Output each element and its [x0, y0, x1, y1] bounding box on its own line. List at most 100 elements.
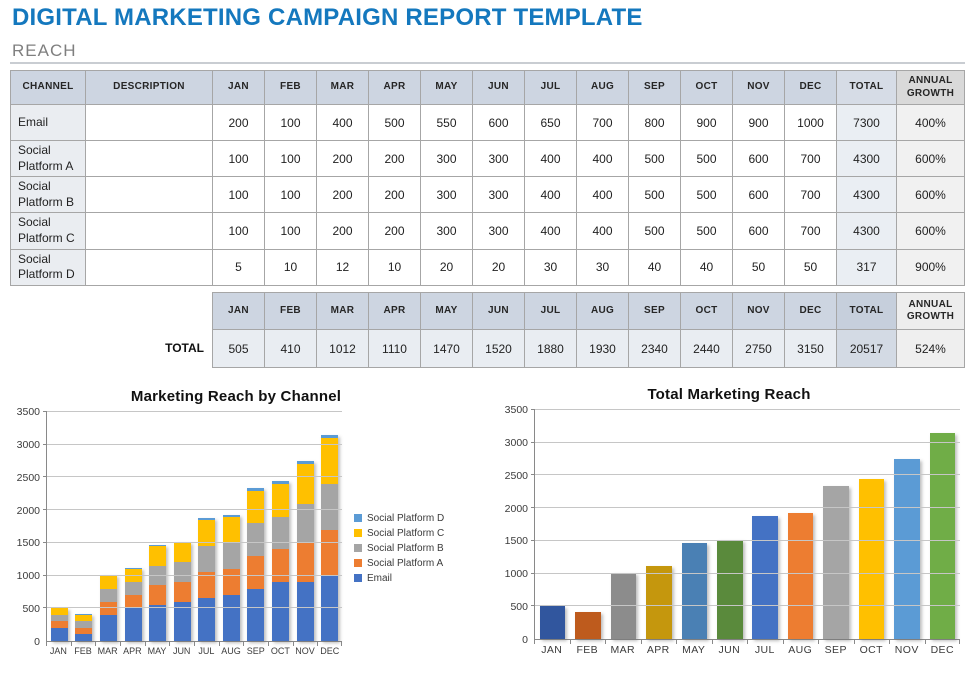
total-cell: 317 [836, 248, 897, 286]
value-cell: 100 [264, 212, 317, 250]
segment-email [75, 634, 93, 641]
x-tick-label: SEP [243, 642, 268, 656]
value-cell: 30 [576, 248, 629, 286]
segment-email [272, 582, 289, 641]
growth-cell: 600% [896, 176, 965, 214]
description-cell [85, 139, 213, 178]
segment-social-platform-d [75, 614, 93, 615]
segment-social-platform-b [75, 621, 93, 628]
value-cell: 300 [472, 176, 525, 214]
description-cell [85, 176, 213, 214]
x-tick-label: MAY [144, 642, 170, 656]
legend-label: Social Platform B [367, 542, 444, 554]
segment-email [124, 608, 142, 641]
column-header: ANNUAL GROWTH [896, 70, 965, 105]
y-tick-label: 2500 [504, 469, 528, 482]
y-axis: 0 500 1000 1500 2000 2500 3000 3500 [10, 406, 46, 648]
bar-slot [641, 410, 676, 639]
gridline [43, 541, 342, 543]
reach-table-body: Email 200 100 400 500 550 600 650 700 800 900 900 10… [10, 104, 965, 286]
x-axis: JAN FEB MAR APR MAY JUN JUL AUG SEP OCT NOV DEC [46, 642, 342, 656]
column-header: DESCRIPTION [85, 70, 213, 105]
channel-cell: Social Platform D [10, 248, 86, 286]
bar-slot [170, 412, 195, 641]
legend-item: Social Platform A [354, 558, 444, 569]
total-row-label: TOTAL [165, 341, 204, 355]
plot-area [531, 409, 960, 640]
bar-slot [219, 412, 244, 641]
segment-social-platform-a [50, 621, 68, 628]
y-tick-label: 500 [22, 603, 40, 616]
segment-social-platform-b [272, 516, 289, 550]
stacked-bar-feb [75, 614, 93, 641]
segment-social-platform-a [222, 569, 240, 596]
segment-email [149, 605, 167, 641]
segment-social-platform-c [247, 490, 265, 524]
value-cell: 3150 [784, 329, 837, 368]
x-tick-label: MAY [676, 640, 712, 656]
column-header: JAN [212, 292, 265, 330]
segment-email [198, 598, 216, 641]
channel-cell: Email [10, 104, 86, 141]
x-tick-label: OCT [268, 642, 293, 656]
y-tick-label: 1000 [504, 568, 528, 581]
segment-social-platform-b [99, 588, 117, 602]
x-tick-label: NOV [292, 642, 318, 656]
column-header: JUN [472, 292, 525, 330]
x-tick-label: DEC [924, 640, 961, 656]
table-row: Social Platform B 100 100 200 200 300 300 400 40… [10, 176, 965, 214]
gridline [43, 574, 342, 576]
value-cell: 300 [420, 139, 473, 178]
value-cell: 1930 [576, 329, 629, 368]
header-row: CHANNEL DESCRIPTION JAN FEB MAR APR MAY JUN JUL A… [10, 70, 965, 105]
value-cell: 400 [576, 176, 629, 214]
bar-apr [646, 566, 672, 639]
y-tick-label: 3000 [16, 438, 40, 451]
value-cell: 5 [212, 248, 265, 286]
value-cell: 700 [576, 104, 629, 141]
value-cell: 1520 [472, 329, 525, 368]
legend-label: Social Platform A [367, 557, 444, 569]
bar-slot [925, 410, 960, 639]
value-cell: 30 [524, 248, 577, 286]
segment-email [99, 614, 117, 641]
segment-social-platform-c [222, 516, 240, 543]
y-tick-label: 0 [34, 636, 40, 648]
segment-social-platform-c [149, 546, 167, 566]
section-label: REACH [12, 41, 77, 60]
column-header: DEC [784, 292, 837, 330]
y-tick-label: 1000 [16, 570, 40, 583]
header-row: JAN FEB MAR APR MAY JUN JUL AUG SEP OCT NOV DEC TOTA… [212, 292, 965, 330]
value-cell: 200 [316, 139, 369, 178]
value-cell: 12 [316, 248, 369, 286]
table-row: Social Platform D 5 10 12 10 20 20 30 30 40 40 50 50… [10, 248, 965, 286]
segment-social-platform-c [198, 519, 216, 547]
total-cell: 4300 [836, 176, 897, 214]
x-tick-label: JUL [194, 642, 219, 656]
segment-social-platform-a [296, 542, 314, 583]
value-cell: 500 [368, 104, 421, 141]
x-tick-label: FEB [70, 642, 96, 656]
y-tick-label: 3500 [16, 406, 40, 418]
x-tick-label: APR [120, 642, 145, 656]
table-row: Email 200 100 400 500 550 600 650 700 800 900 900 10… [10, 104, 965, 141]
value-cell: 300 [472, 212, 525, 250]
growth-cell: 524% [896, 329, 965, 368]
value-cell: 400 [524, 212, 577, 250]
value-cell: 410 [264, 329, 317, 368]
value-cell: 10 [264, 248, 317, 286]
total-cell: 7300 [836, 104, 897, 141]
value-cell: 300 [420, 212, 473, 250]
plot-column: JAN FEB MAR APR MAY JUN JUL AUG SEP OCT NOV DEC [43, 411, 342, 656]
value-cell: 300 [472, 139, 525, 178]
gridline [43, 476, 342, 478]
segment-social-platform-c [272, 483, 289, 517]
gridline [531, 409, 960, 410]
column-header: APR [368, 292, 421, 330]
total-table: JAN FEB MAR APR MAY JUN JUL AUG SEP OCT NOV DEC TOTA… [212, 292, 965, 368]
column-header: MAY [420, 70, 473, 105]
segment-social-platform-b [247, 523, 265, 556]
legend-swatch [354, 529, 362, 537]
value-cell: 20 [420, 248, 473, 286]
segment-social-platform-a [124, 595, 142, 609]
